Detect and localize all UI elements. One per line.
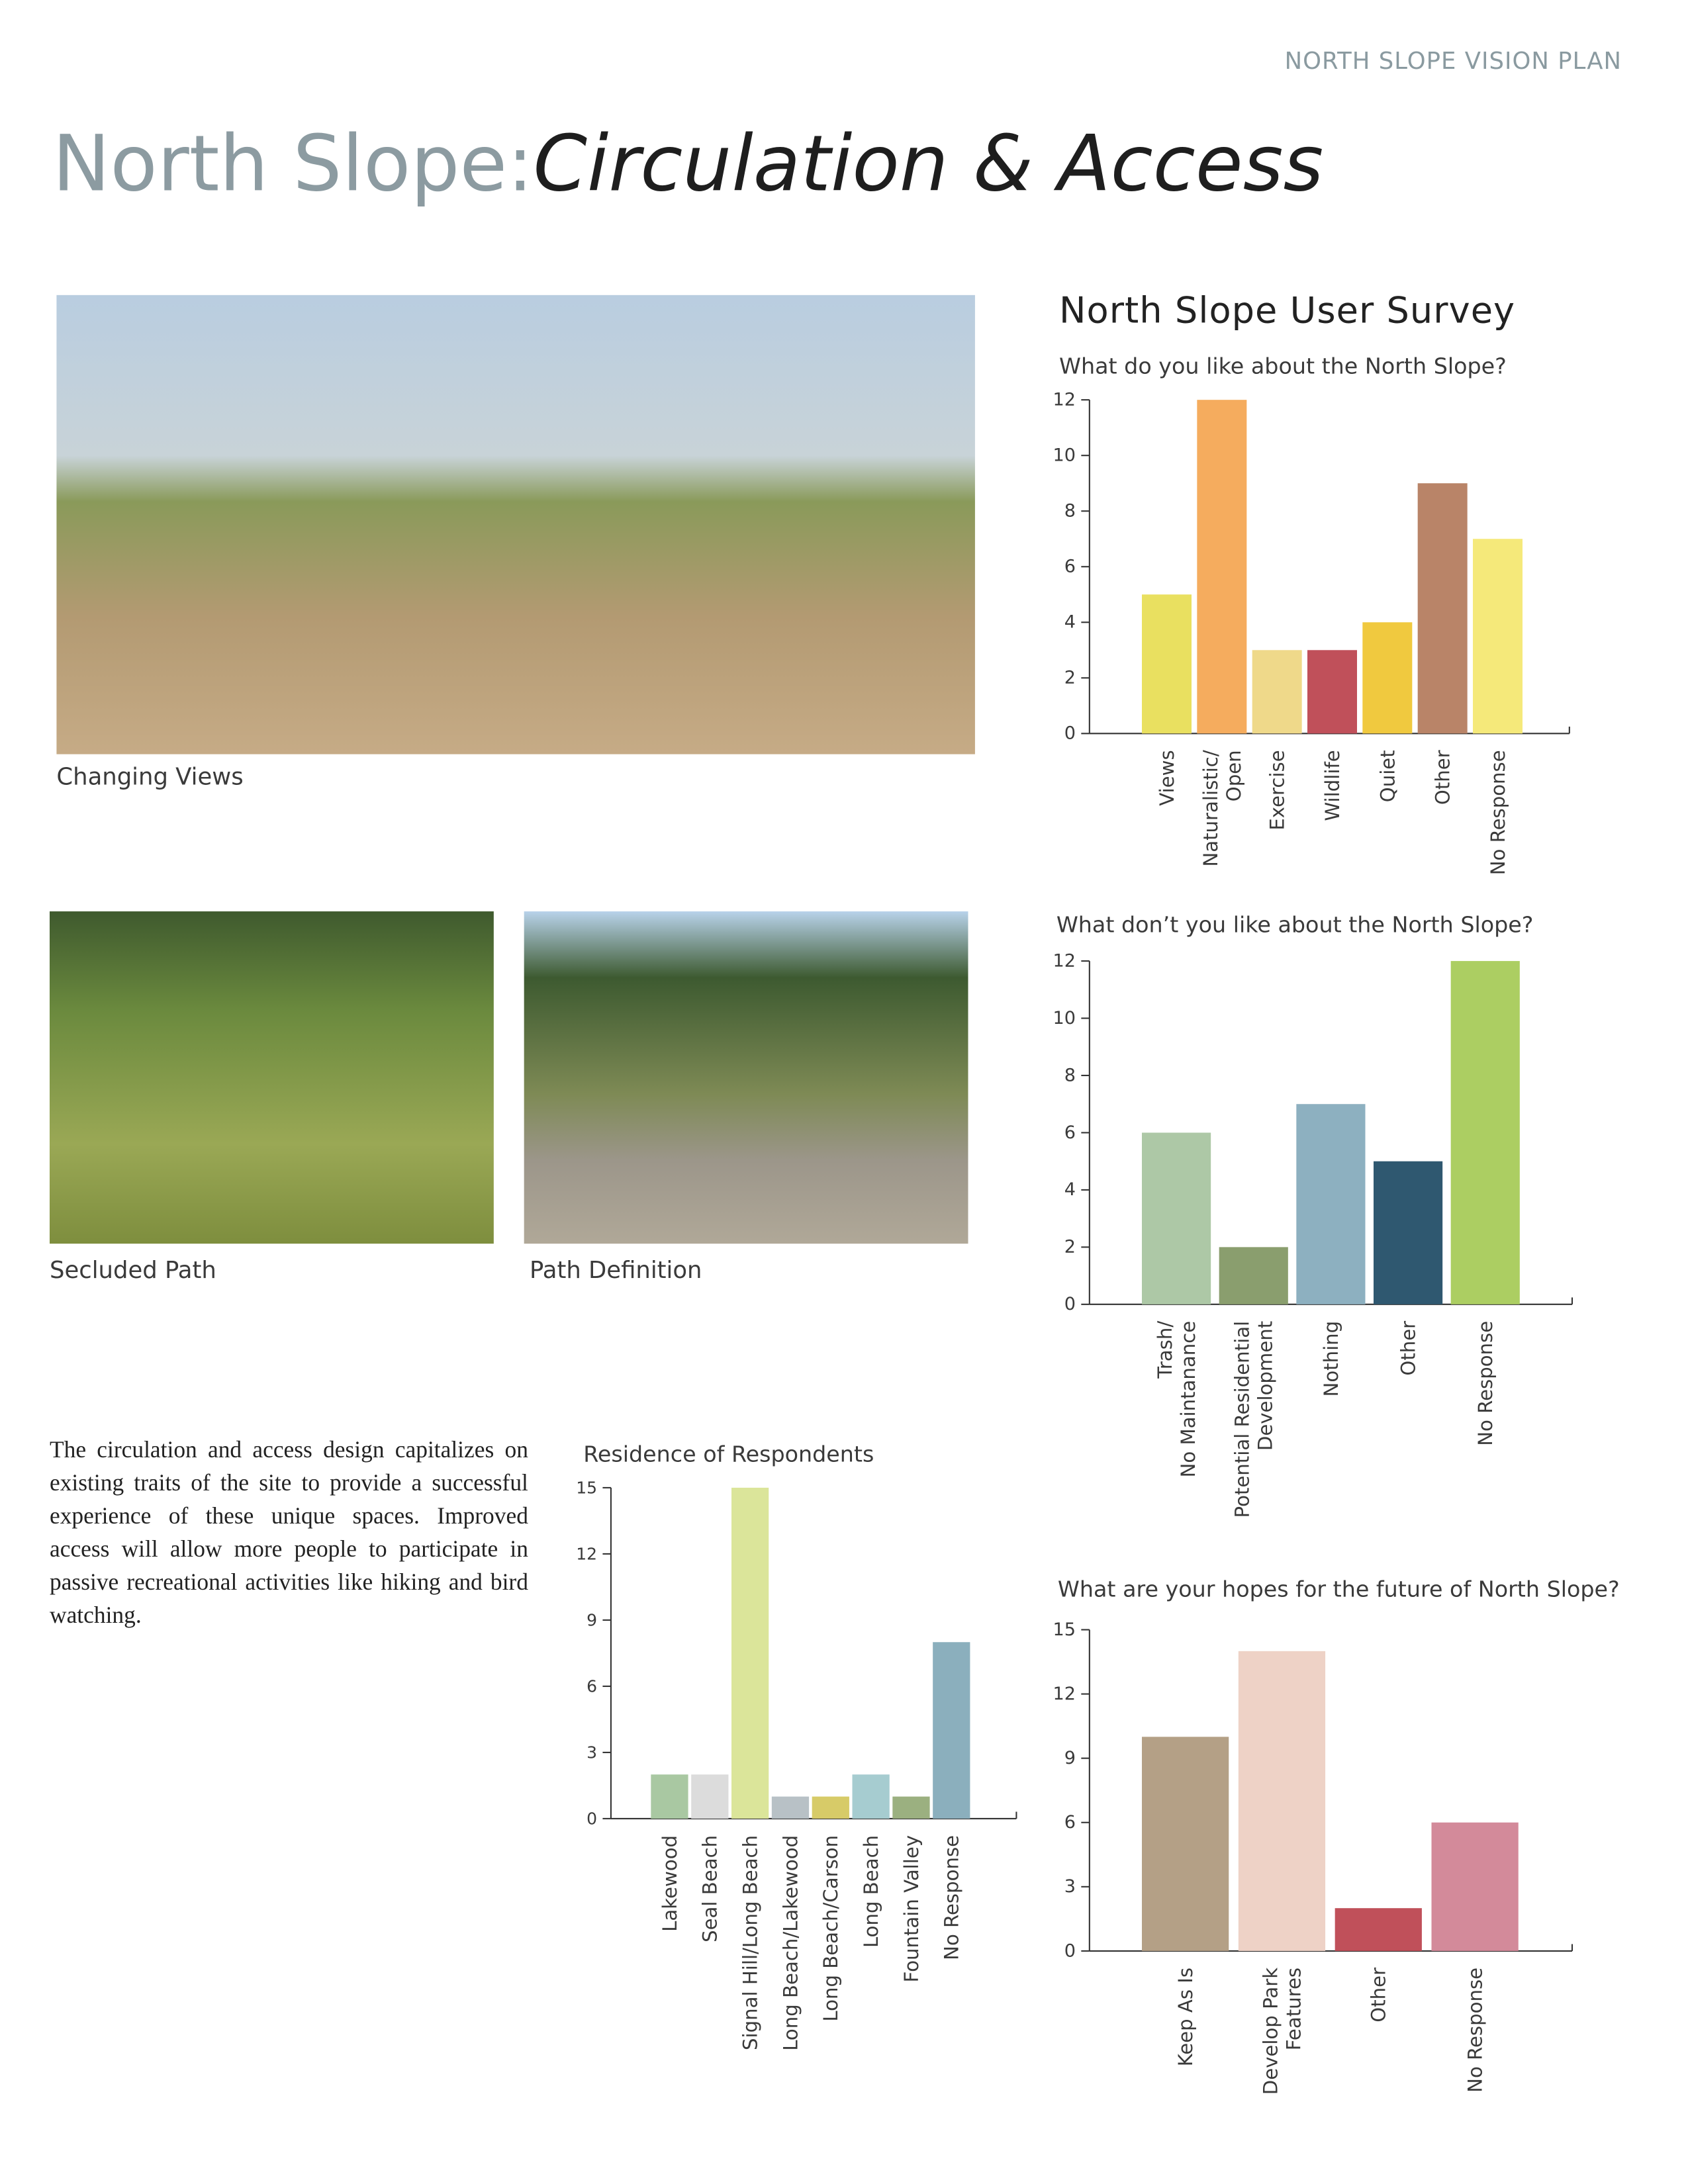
photo (56, 295, 975, 754)
chart-title: What are your hopes for the future of No… (1058, 1576, 1620, 1602)
bar (1219, 1247, 1288, 1304)
x-tick-label: Naturalistic/Open (1199, 750, 1245, 866)
y-tick-label: 0 (1064, 723, 1076, 744)
y-tick-label: 10 (1053, 1008, 1076, 1028)
x-tick-label: Nothing (1320, 1321, 1342, 1397)
x-tick-label: Other (1368, 1968, 1390, 2023)
x-tick-label: Wildlife (1321, 750, 1344, 821)
bar (691, 1774, 729, 1819)
bar (1335, 1908, 1422, 1951)
body-paragraph: The circulation and access design capita… (50, 1436, 528, 1629)
bar (1252, 650, 1302, 734)
y-tick-label: 8 (1064, 501, 1076, 522)
bar (731, 1487, 769, 1819)
bar (1417, 483, 1468, 734)
y-tick-label: 3 (586, 1743, 597, 1762)
x-tick-label: Long Beach/Lakewood (779, 1835, 802, 2051)
bar (933, 1642, 970, 1819)
y-tick-label: 9 (586, 1610, 597, 1629)
bar (1142, 1132, 1211, 1304)
y-tick-label: 6 (1064, 1122, 1076, 1143)
bar (771, 1796, 810, 1819)
y-tick-label: 15 (576, 1478, 597, 1497)
photo-caption: Changing Views (56, 763, 243, 790)
page-title: North Slope:Circulation & Access (52, 119, 1323, 209)
x-tick-label: Keep As Is (1174, 1968, 1197, 2067)
x-tick-label: Lakewood (659, 1835, 681, 1932)
y-tick-label: 9 (1064, 1748, 1076, 1768)
y-tick-label: 0 (1064, 1294, 1076, 1314)
x-tick-label: No Response (941, 1835, 963, 1960)
y-tick-label: 0 (586, 1809, 597, 1828)
y-tick-label: 12 (576, 1544, 597, 1563)
y-tick-label: 2 (1064, 668, 1076, 688)
bar (1374, 1161, 1443, 1304)
y-tick-label: 4 (1064, 1179, 1076, 1200)
x-tick-label: No Response (1464, 1968, 1487, 2093)
y-tick-label: 12 (1053, 390, 1076, 410)
y-tick-label: 6 (1064, 557, 1076, 577)
x-tick-label: Trash/No Maintanance (1154, 1321, 1199, 1478)
bar (1473, 539, 1523, 734)
y-tick-label: 0 (1064, 1940, 1076, 1961)
y-tick-label: 3 (1064, 1876, 1076, 1897)
photo-caption: Path Definition (530, 1257, 702, 1284)
x-tick-label: Seal Beach (699, 1835, 722, 1942)
survey-title: North Slope User Survey (1059, 290, 1515, 332)
bar (892, 1796, 930, 1819)
bar (1450, 961, 1520, 1304)
x-tick-label: Other (1397, 1321, 1420, 1376)
photo-caption: Secluded Path (50, 1257, 216, 1284)
x-tick-label: Signal Hill/Long Beach (739, 1835, 762, 2050)
bar (1142, 594, 1192, 734)
bar (852, 1774, 890, 1819)
photo (50, 911, 494, 1244)
y-tick-label: 15 (1053, 1619, 1076, 1640)
x-tick-label: Views (1156, 750, 1178, 805)
x-tick-label: No Response (1487, 750, 1509, 875)
x-tick-label: Long Beach/Carson (820, 1835, 842, 2022)
x-tick-label: Fountain Valley (900, 1835, 923, 1983)
bar (1142, 1737, 1229, 1951)
y-tick-label: 12 (1053, 1684, 1076, 1704)
x-tick-label: Develop ParkFeatures (1259, 1968, 1305, 2095)
chart-title: What don’t you like about the North Slop… (1056, 911, 1534, 937)
y-tick-label: 12 (1053, 950, 1076, 971)
chart-title: Residence of Respondents (583, 1441, 874, 1467)
x-tick-label: Other (1432, 750, 1454, 805)
chart-title: What do you like about the North Slope? (1059, 353, 1507, 379)
bar (812, 1796, 849, 1819)
paragraph-box: The circulation and access design capita… (50, 1436, 528, 1629)
x-tick-label: Quiet (1376, 750, 1399, 802)
y-tick-label: 4 (1064, 612, 1076, 633)
bar (651, 1774, 688, 1819)
y-tick-label: 8 (1064, 1065, 1076, 1085)
title-prefix: North Slope: (52, 119, 533, 209)
bar (1307, 650, 1357, 734)
bar (1238, 1651, 1326, 1951)
x-tick-label: Exercise (1266, 750, 1289, 830)
y-tick-label: 6 (1064, 1812, 1076, 1833)
running-header: NORTH SLOPE VISION PLAN (1285, 48, 1622, 75)
y-tick-label: 6 (586, 1676, 597, 1696)
bar (1197, 400, 1247, 734)
photo (524, 911, 968, 1244)
x-tick-label: Long Beach (860, 1835, 882, 1948)
bar (1362, 622, 1413, 734)
bar (1431, 1822, 1519, 1951)
y-tick-label: 2 (1064, 1237, 1076, 1257)
x-tick-label: No Response (1474, 1321, 1497, 1446)
x-tick-label: Potential ResidentialDevelopment (1231, 1321, 1277, 1518)
bar (1296, 1104, 1366, 1304)
y-tick-label: 10 (1053, 445, 1076, 466)
title-main: Circulation & Access (533, 119, 1323, 209)
